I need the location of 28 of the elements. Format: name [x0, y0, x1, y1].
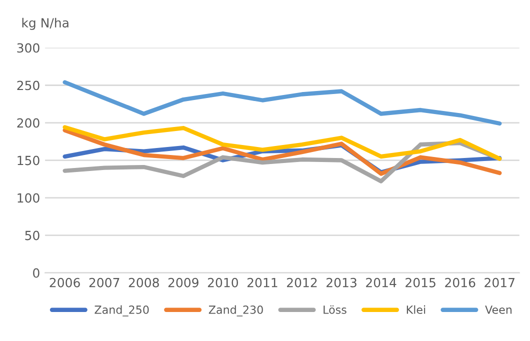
x-tick-label: 2016	[445, 278, 476, 288]
x-tick-label: 2007	[89, 278, 120, 288]
x-tick-label: 2010	[208, 278, 238, 288]
y-tick-label: 50	[25, 230, 40, 240]
x-tick-label: 2014	[366, 278, 396, 288]
y-tick-label: 300	[17, 43, 40, 53]
y-tick-label: 100	[18, 193, 40, 203]
x-tick-label: 2009	[168, 278, 198, 288]
x-tick-label: 2015	[406, 278, 436, 288]
legend-label: Zand_230	[208, 305, 263, 316]
x-tick-label: 2008	[128, 278, 159, 288]
x-tick-label: 2011	[247, 278, 278, 288]
legend-label: Veen	[485, 306, 512, 314]
x-tick-label: 2006	[50, 278, 80, 288]
y-tick-label: 200	[17, 118, 40, 128]
y-axis-title: kg N/ha	[22, 18, 68, 30]
legend-label: Zand_250	[94, 305, 149, 316]
x-tick-label: 2017	[484, 278, 514, 288]
line-series	[62, 80, 502, 126]
line-series	[62, 128, 502, 176]
y-tick-label: 150	[18, 156, 40, 166]
legend-label: Klei	[406, 305, 426, 314]
y-tick-label: 0	[33, 268, 40, 278]
y-tick-label: 250	[17, 80, 40, 90]
line-series	[62, 125, 502, 161]
legend-label: Löss	[324, 305, 346, 314]
x-tick-label: 2012	[287, 278, 317, 288]
x-tick-label: 2013	[326, 278, 356, 288]
